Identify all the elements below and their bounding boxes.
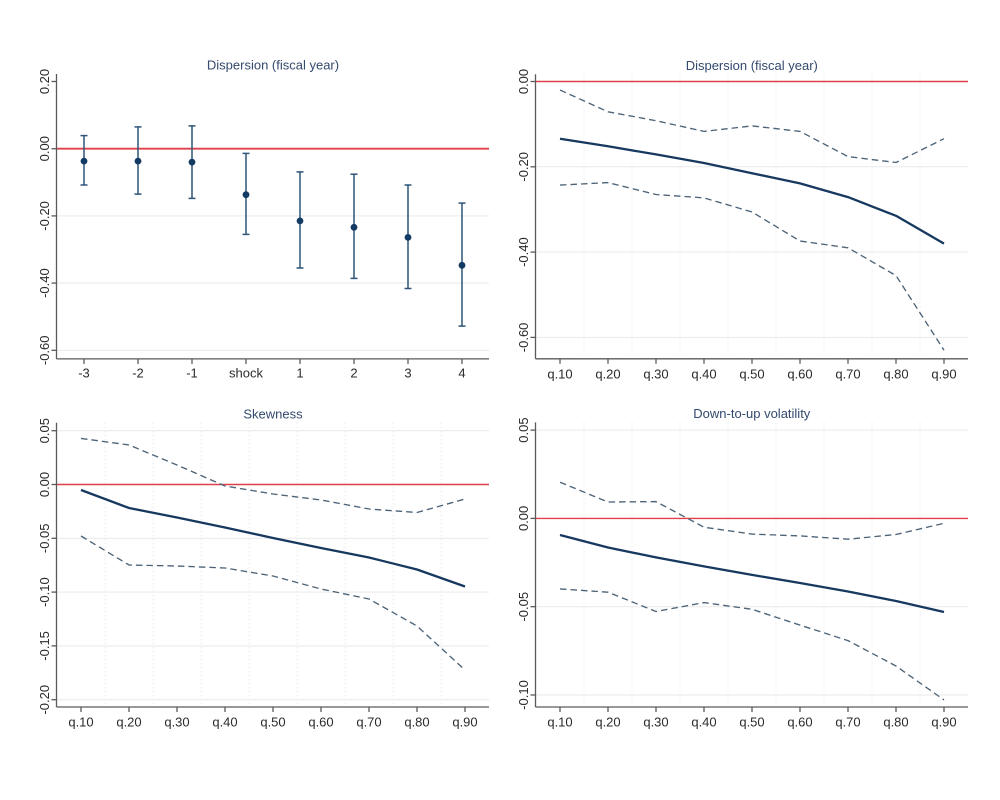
svg-text:-0.05: -0.05 — [37, 523, 52, 553]
svg-text:q.80: q.80 — [404, 715, 429, 730]
svg-text:-0.15: -0.15 — [37, 631, 52, 661]
svg-text:q.90: q.90 — [931, 366, 956, 381]
svg-text:0.05: 0.05 — [516, 417, 531, 442]
svg-text:q.90: q.90 — [452, 715, 477, 730]
svg-text:4: 4 — [458, 365, 465, 380]
svg-text:q.40: q.40 — [691, 366, 716, 381]
svg-text:-0.40: -0.40 — [37, 268, 52, 298]
svg-text:-0.60: -0.60 — [516, 323, 531, 353]
svg-text:-0.40: -0.40 — [516, 237, 531, 267]
svg-text:3: 3 — [404, 365, 411, 380]
svg-text:-0.05: -0.05 — [516, 592, 531, 622]
svg-text:-0.10: -0.10 — [37, 577, 52, 607]
svg-text:-0.20: -0.20 — [516, 152, 531, 182]
svg-text:0.00: 0.00 — [516, 69, 531, 94]
svg-text:q.30: q.30 — [643, 366, 668, 381]
svg-text:-0.20: -0.20 — [37, 685, 52, 715]
svg-text:q.10: q.10 — [547, 715, 572, 730]
svg-text:q.80: q.80 — [883, 715, 908, 730]
svg-text:0.20: 0.20 — [37, 69, 52, 94]
svg-text:q.50: q.50 — [739, 366, 764, 381]
svg-text:q.80: q.80 — [883, 366, 908, 381]
svg-text:-0.10: -0.10 — [516, 680, 531, 710]
svg-text:q.60: q.60 — [787, 715, 812, 730]
svg-text:0.00: 0.00 — [37, 472, 52, 497]
svg-text:Down-to-up volatility: Down-to-up volatility — [693, 406, 811, 421]
svg-text:-0.20: -0.20 — [37, 201, 52, 231]
svg-text:1: 1 — [296, 365, 303, 380]
svg-text:q.90: q.90 — [931, 715, 956, 730]
svg-text:0.00: 0.00 — [37, 136, 52, 161]
svg-text:q.20: q.20 — [595, 715, 620, 730]
svg-text:-3: -3 — [78, 365, 90, 380]
svg-text:Dispersion (fiscal year): Dispersion (fiscal year) — [207, 58, 339, 73]
svg-text:q.60: q.60 — [308, 715, 333, 730]
svg-text:q.40: q.40 — [212, 715, 237, 730]
svg-text:q.30: q.30 — [643, 715, 668, 730]
svg-text:q.70: q.70 — [835, 366, 860, 381]
svg-text:q.30: q.30 — [164, 715, 189, 730]
svg-text:q.60: q.60 — [787, 366, 812, 381]
svg-text:-1: -1 — [186, 365, 198, 380]
svg-text:Skewness: Skewness — [243, 406, 303, 421]
svg-text:shock: shock — [229, 365, 263, 380]
svg-text:q.10: q.10 — [68, 715, 93, 730]
svg-text:0.05: 0.05 — [37, 418, 52, 443]
svg-text:q.70: q.70 — [835, 715, 860, 730]
svg-text:q.10: q.10 — [547, 366, 572, 381]
svg-text:q.20: q.20 — [595, 366, 620, 381]
svg-text:q.70: q.70 — [356, 715, 381, 730]
svg-text:q.40: q.40 — [691, 715, 716, 730]
svg-text:q.50: q.50 — [260, 715, 285, 730]
svg-text:-0.60: -0.60 — [37, 335, 52, 365]
svg-text:Dispersion (fiscal year): Dispersion (fiscal year) — [686, 58, 818, 73]
svg-text:q.20: q.20 — [116, 715, 141, 730]
svg-text:0.00: 0.00 — [516, 506, 531, 531]
svg-text:2: 2 — [350, 365, 357, 380]
svg-text:q.50: q.50 — [739, 715, 764, 730]
svg-text:-2: -2 — [132, 365, 144, 380]
